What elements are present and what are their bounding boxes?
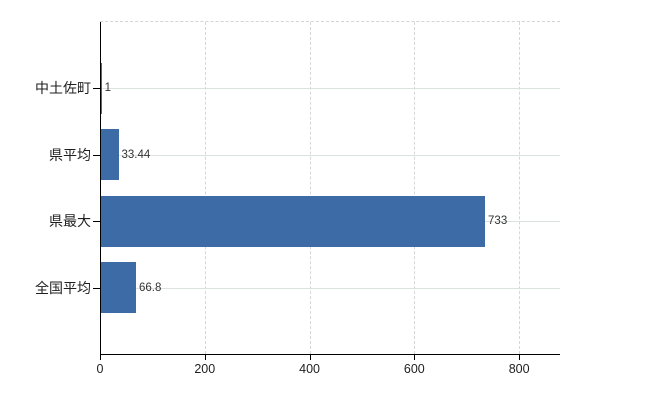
x-tick-label: 200 bbox=[194, 362, 216, 376]
category-label: 県最大 bbox=[49, 213, 91, 229]
bar-value-label: 733 bbox=[488, 215, 508, 227]
category-tick-mark bbox=[93, 288, 100, 289]
bar-value-label: 66.8 bbox=[138, 282, 162, 294]
plot-top-border bbox=[100, 21, 560, 22]
x-gridline bbox=[204, 22, 206, 354]
row-gridline bbox=[101, 155, 560, 156]
x-axis-line bbox=[100, 354, 560, 355]
category-tick-mark bbox=[93, 88, 100, 89]
x-tick-mark bbox=[309, 355, 311, 360]
category-tick-mark bbox=[93, 155, 100, 156]
y-axis-line bbox=[100, 22, 101, 355]
bar-value-label: 1 bbox=[104, 82, 111, 94]
bar bbox=[101, 262, 136, 313]
bar bbox=[101, 63, 102, 114]
x-tick-mark bbox=[204, 355, 206, 360]
x-tick-mark bbox=[414, 355, 416, 360]
x-gridline bbox=[414, 22, 416, 354]
row-gridline bbox=[101, 288, 560, 289]
bar-value-label: 33.44 bbox=[121, 149, 151, 161]
x-tick-mark bbox=[519, 355, 521, 360]
x-gridline bbox=[519, 22, 521, 354]
x-tick-label: 0 bbox=[96, 362, 104, 376]
category-label: 県平均 bbox=[49, 147, 91, 163]
category-tick-mark bbox=[93, 221, 100, 222]
row-gridline bbox=[101, 88, 560, 89]
x-tick-label: 400 bbox=[299, 362, 320, 376]
x-tick-mark bbox=[100, 355, 101, 360]
x-gridline bbox=[309, 22, 311, 354]
bar bbox=[101, 129, 119, 180]
category-label: 中土佐町 bbox=[35, 80, 91, 96]
category-label: 全国平均 bbox=[35, 280, 91, 296]
x-tick-label: 800 bbox=[508, 362, 530, 376]
bar bbox=[101, 196, 486, 247]
x-tick-label: 600 bbox=[403, 362, 425, 376]
